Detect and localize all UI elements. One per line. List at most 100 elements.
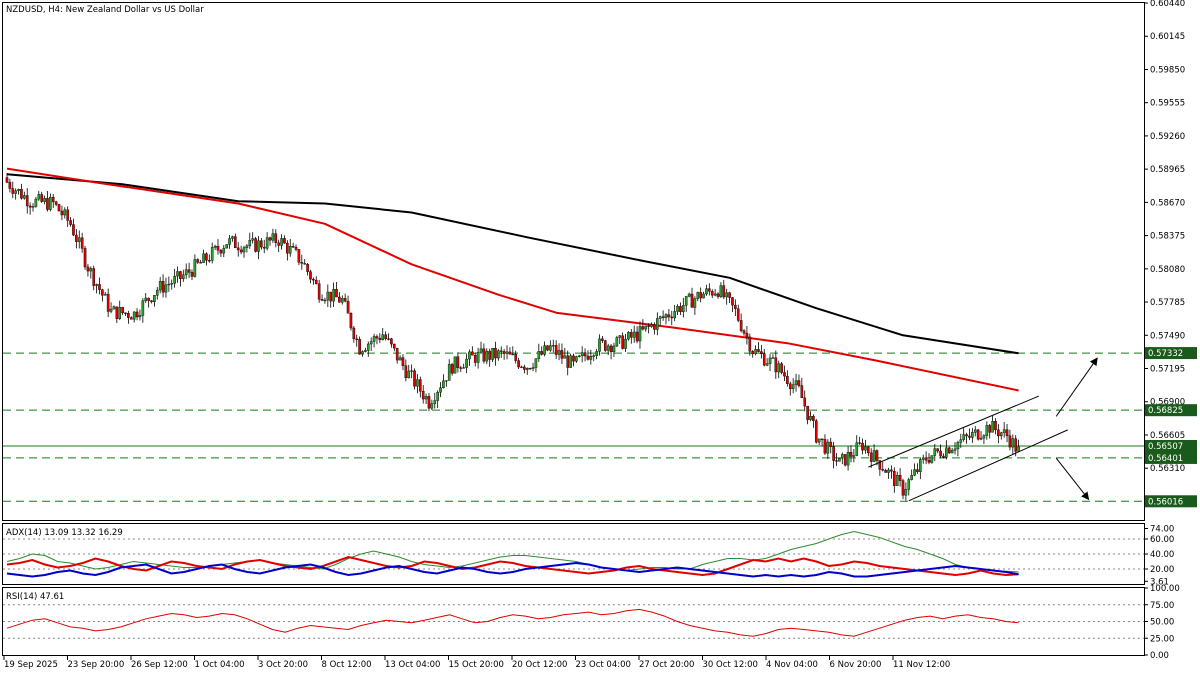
pane-tick-label: 75.00 (1150, 601, 1174, 611)
pane-tick-label: 74.00 (1150, 525, 1174, 535)
time-tick-label: 15 Oct 20:00 (449, 660, 504, 670)
level-tag (1145, 347, 1197, 360)
candle-body (135, 311, 139, 318)
candle-body (997, 429, 1000, 437)
candle-body (187, 269, 191, 273)
candle-body (161, 281, 165, 293)
candle-body (309, 271, 312, 280)
candle-body (933, 448, 937, 456)
candle-body (971, 432, 974, 438)
candle-body (829, 441, 833, 447)
candle-body (164, 284, 168, 293)
candle-body (702, 293, 705, 299)
candle-body (210, 247, 214, 261)
candle-body (115, 306, 119, 319)
candle-body (670, 316, 674, 319)
candle-body (583, 352, 587, 357)
candle-body (158, 281, 162, 291)
indicator-line (6, 561, 1019, 578)
candle-body (335, 288, 338, 298)
candle-body (419, 379, 422, 392)
candle-body (878, 460, 882, 470)
candle-body (641, 326, 645, 330)
candle-body (147, 297, 150, 301)
candle-body (83, 248, 87, 268)
candle-body (236, 247, 240, 251)
level-tag (1145, 439, 1197, 452)
candle-body (208, 260, 211, 262)
channel-upper-line (868, 395, 1040, 468)
candle-body (924, 457, 928, 461)
level-tag (1145, 495, 1197, 508)
time-tick-label: 1 Oct 04:00 (195, 660, 245, 670)
candle-body (167, 283, 171, 286)
candle-body (999, 432, 1003, 437)
candle-body (453, 356, 457, 374)
candle-body (728, 292, 731, 298)
ma-red-line (6, 167, 1019, 392)
candle-body (959, 439, 963, 443)
candle-body (300, 262, 304, 264)
candle-body (352, 327, 356, 340)
candle-body (760, 351, 763, 355)
candle-body (288, 246, 292, 254)
candle-body (589, 356, 593, 360)
price-tick-label: 0.56900 (1150, 398, 1185, 408)
candle-body (517, 360, 520, 368)
candle-body (202, 253, 205, 263)
time-tick-label: 6 Nov 20:00 (830, 660, 882, 670)
candle-body (615, 337, 619, 347)
candle-body (462, 367, 465, 369)
candle-body (774, 357, 778, 373)
candle-body (364, 350, 367, 352)
price-tick-label: 0.57785 (1150, 298, 1185, 308)
candle-body (751, 351, 754, 355)
candle-body (708, 288, 711, 292)
candle-body (346, 300, 350, 314)
candle-body (1017, 446, 1020, 452)
candle-body (25, 195, 29, 207)
indicator-line (6, 555, 1019, 577)
candle-body (491, 348, 494, 360)
candle-body (936, 448, 939, 452)
candle-body (835, 460, 838, 462)
candle-body (271, 233, 275, 241)
candle-body (719, 285, 723, 297)
candle-body (621, 335, 624, 349)
pane-tick-label: 20.00 (1150, 565, 1174, 575)
candle-body (595, 351, 598, 356)
pane-tick-label: 0.00 (1150, 651, 1169, 661)
candle-body (765, 363, 769, 366)
candle-body (280, 238, 283, 246)
candle-body (549, 345, 552, 351)
indicator-line (6, 608, 1019, 637)
candle-body (286, 242, 289, 254)
candle-body (103, 293, 107, 296)
candle-body (884, 470, 887, 473)
candle-body (141, 300, 145, 316)
candle-body (690, 293, 694, 308)
candle-body (849, 452, 853, 457)
candle-body (557, 350, 561, 355)
candle-body (95, 284, 98, 286)
candle-body (34, 198, 38, 207)
candle-body (375, 336, 379, 339)
candle-body (534, 358, 538, 368)
candle-body (77, 237, 81, 242)
candle-body (421, 391, 425, 400)
candle-body (823, 439, 827, 454)
candle-body (1008, 435, 1012, 448)
candle-body (630, 332, 633, 338)
candle-body (788, 383, 792, 389)
candle-body (390, 338, 393, 345)
candle-body (23, 195, 26, 199)
candle-body (505, 351, 509, 354)
time-tick-label: 11 Nov 12:00 (893, 660, 950, 670)
candle-body (312, 278, 315, 281)
candle-body (843, 454, 847, 466)
candle-body (872, 450, 876, 462)
level-tag-label: 0.56507 (1148, 442, 1183, 452)
candle-body (560, 350, 564, 359)
candle-body (40, 194, 43, 202)
